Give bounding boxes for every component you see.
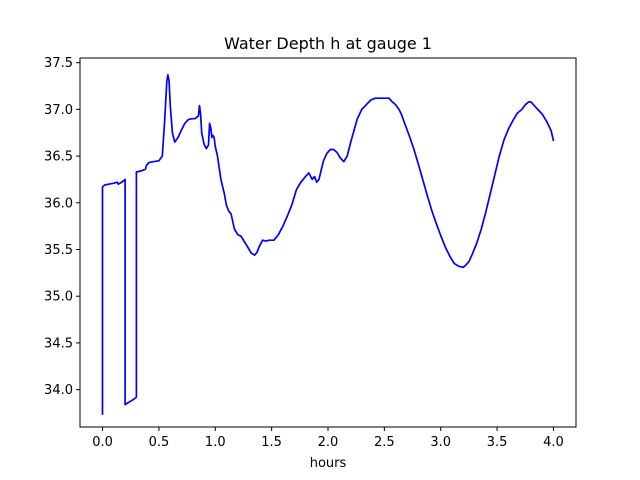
y-tick-label: 36.0 [44, 196, 73, 211]
series-line [101, 73, 555, 415]
y-tick-label: 37.5 [44, 56, 73, 71]
x-tick-label: 4.0 [543, 435, 564, 450]
plot-frame [79, 57, 577, 428]
y-tick-label: 37.0 [44, 103, 73, 118]
y-tick-label: 36.5 [44, 150, 73, 165]
chart-title: Water Depth h at gauge 1 [224, 34, 432, 53]
x-tick-label: 1.0 [205, 435, 226, 450]
x-tick-label: 2.5 [374, 435, 395, 450]
plot-area [101, 73, 555, 415]
y-axis: 34.0 34.5 35.0 35.5 36.0 36.5 37.0 37.5 [44, 56, 80, 398]
x-axis-label: hours [310, 456, 347, 471]
x-tick-label: 0.0 [92, 435, 113, 450]
x-tick-label: 3.0 [430, 435, 451, 450]
x-tick-label: 1.5 [261, 435, 282, 450]
y-tick-label: 34.5 [44, 336, 73, 351]
x-tick-label: 2.0 [318, 435, 339, 450]
y-tick-label: 35.5 [44, 243, 73, 258]
x-axis: 0.0 0.5 1.0 1.5 2.0 2.5 3.0 3.5 4.0 [92, 427, 564, 450]
x-tick-label: 0.5 [149, 435, 170, 450]
y-tick-label: 34.0 [44, 383, 73, 398]
x-tick-label: 3.5 [487, 435, 508, 450]
y-tick-label: 35.0 [44, 290, 73, 305]
